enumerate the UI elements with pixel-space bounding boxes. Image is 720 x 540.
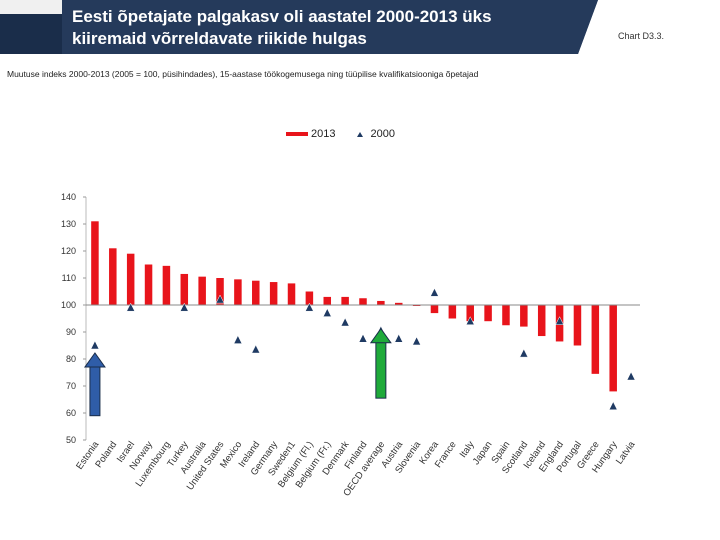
marker-2000: [555, 316, 564, 325]
x-category-label: Japan: [471, 439, 495, 467]
marker-2000: [412, 336, 422, 346]
bar-2013: [323, 296, 332, 305]
green-arrow-oecd-head: [369, 327, 392, 344]
blue-arrow-estonia-shaft: [89, 364, 101, 417]
bar-2013: [484, 305, 492, 322]
marker-2000: [304, 302, 314, 312]
marker-2000: [90, 340, 100, 350]
y-tick-label: 90: [66, 327, 76, 337]
bar-2013: [162, 265, 171, 305]
legend-triangle-swatch: [356, 131, 363, 137]
marker-2000: [215, 294, 225, 304]
marker-2000: [233, 335, 243, 344]
x-category-label: Latvia: [614, 439, 638, 467]
bar-2013: [502, 305, 510, 326]
y-tick-label: 110: [62, 273, 76, 283]
bar-2013: [216, 278, 224, 305]
bar-2013: [305, 291, 314, 305]
bar-2013: [359, 298, 367, 305]
bar-2013: [341, 296, 349, 305]
bar-2013: [198, 276, 206, 305]
y-tick-label: 130: [61, 219, 76, 229]
marker-2000: [126, 302, 136, 312]
marker-2000: [358, 333, 368, 343]
y-tick-label: 50: [66, 435, 76, 445]
marker-2000: [394, 333, 404, 343]
marker-2000: [179, 302, 189, 312]
marker-2000: [251, 344, 261, 354]
marker-2000: [322, 308, 332, 317]
bar-2013: [91, 221, 99, 305]
bar-2013: [573, 305, 582, 346]
legend-label-2013: 2013: [311, 128, 336, 140]
chart-subtitle: Muutuse indeks 2000-2013 (2005 = 100, pü…: [7, 69, 479, 79]
chart-legend: 2013 2000: [286, 128, 413, 140]
bar-2013: [591, 305, 600, 374]
bar-2013: [234, 279, 242, 305]
title-banner: [0, 0, 598, 54]
bar-2013: [466, 305, 474, 322]
chart-reference: Chart D3.3.: [618, 31, 665, 41]
legend-item-2000: 2000: [356, 128, 396, 140]
title-line-1: Eesti õpetajate palgakasv oli aastatel 2…: [72, 7, 492, 26]
marker-2000: [519, 348, 529, 358]
bar-2013: [252, 280, 260, 305]
bar-2013: [609, 305, 617, 392]
y-tick-label: 80: [66, 354, 76, 364]
marker-2000: [626, 371, 636, 381]
bar-2013: [520, 305, 528, 327]
y-tick-label: 140: [61, 192, 76, 202]
bar-2013: [377, 300, 385, 305]
title-line-2: kiiremaid võrreldavate riikide hulgas: [72, 29, 367, 48]
y-tick-label: 60: [66, 408, 76, 418]
marker-2000: [340, 317, 350, 327]
bar-2013: [269, 282, 278, 305]
bar-2013: [144, 264, 153, 305]
bar-2013: [394, 302, 403, 305]
y-tick-label: 100: [61, 300, 76, 310]
bar-2013: [126, 253, 135, 305]
blue-arrow-estonia-head: [83, 352, 106, 368]
legend-bar-swatch: [286, 132, 308, 137]
page-title: Eesti õpetajate palgakasv oli aastatel 2…: [72, 6, 602, 50]
y-tick-label: 120: [61, 246, 76, 256]
marker-2000: [608, 401, 618, 410]
bar-2013: [109, 248, 117, 305]
y-tick-label: 70: [66, 381, 76, 391]
legend-item-2013: 2013: [286, 128, 335, 140]
bar-2013: [448, 305, 457, 319]
marker-2000: [465, 316, 475, 325]
bar-2013: [287, 283, 296, 305]
marker-2000: [430, 287, 439, 297]
bar-2013: [537, 305, 546, 337]
legend-label-2000: 2000: [370, 128, 396, 140]
bar-2013: [180, 273, 189, 305]
green-arrow-oecd-shaft: [375, 340, 387, 399]
bar-2013: [430, 305, 439, 314]
